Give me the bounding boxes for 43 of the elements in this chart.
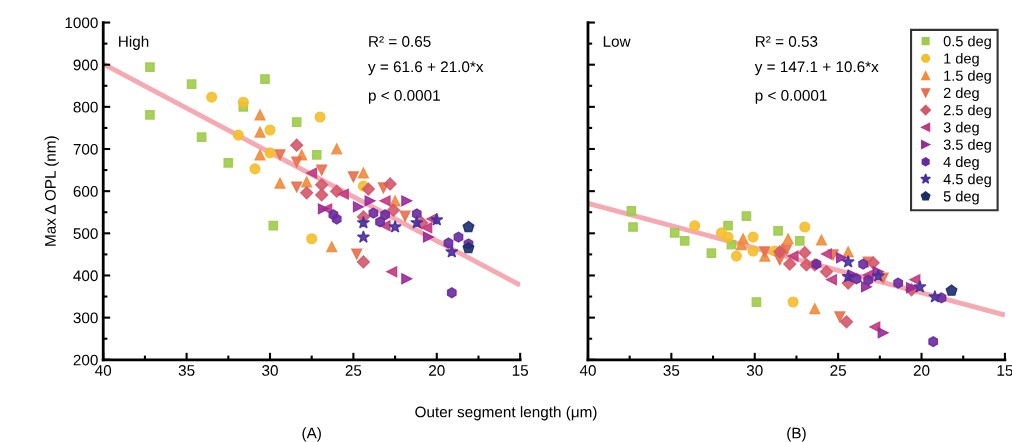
annotation: y = 61.6 + 21.0*x bbox=[368, 61, 484, 76]
legend-label: 3.5 deg bbox=[943, 139, 991, 153]
legend-label: 4.5 deg bbox=[943, 173, 991, 188]
x-tick-label: 25 bbox=[345, 365, 362, 376]
y-tick-label: 900 bbox=[73, 59, 98, 71]
x-tick-label: 30 bbox=[262, 365, 278, 376]
annotation: y = 147.1 + 10.6*x bbox=[754, 61, 879, 76]
annotation: p < 0.0001 bbox=[368, 90, 440, 104]
y-tick-label: 400 bbox=[73, 270, 98, 282]
annotation: p < 0.0001 bbox=[755, 90, 827, 104]
x-tick-label: 35 bbox=[178, 365, 195, 376]
y-tick-label: 300 bbox=[73, 312, 98, 324]
legend-label: 1.5 deg bbox=[944, 70, 991, 84]
x-tick-label: 30 bbox=[746, 365, 763, 376]
y-tick-label: 500 bbox=[73, 228, 98, 240]
x-tick-label: 20 bbox=[913, 365, 930, 376]
x-tick-label: 20 bbox=[429, 365, 445, 376]
legend-label: 4 deg bbox=[943, 156, 979, 170]
annotation: Low bbox=[603, 36, 631, 47]
x-tick-label: 40 bbox=[579, 365, 596, 376]
y-tick-label: 800 bbox=[73, 101, 98, 113]
legend-label: 2.5 deg bbox=[943, 104, 991, 119]
legend-label: 1 deg bbox=[944, 52, 979, 67]
x-tick-label: 35 bbox=[663, 365, 680, 376]
x-tick-label: 15 bbox=[512, 365, 529, 376]
annotation: High bbox=[119, 35, 149, 50]
y-tick-label: 200 bbox=[73, 354, 98, 366]
y-tick-label: 1000 bbox=[65, 17, 98, 29]
legend-label: 0.5 deg bbox=[943, 35, 991, 50]
y-tick-label: 700 bbox=[73, 143, 98, 155]
text: (A) bbox=[302, 427, 321, 442]
text: (B) bbox=[787, 427, 806, 442]
legend-label: 2 deg bbox=[943, 87, 979, 101]
annotation: R² = 0.65 bbox=[369, 36, 431, 47]
y-axis-title: Max Δ OPL (nm) bbox=[44, 136, 59, 246]
y-tick-label: 600 bbox=[73, 186, 98, 197]
legend-label: 3 deg bbox=[943, 121, 979, 136]
legend-label: 5 deg bbox=[943, 190, 979, 205]
annotation: R² = 0.53 bbox=[756, 36, 818, 47]
x-tick-label: 40 bbox=[95, 365, 112, 376]
x-axis-title: Outer segment length (μm) bbox=[415, 406, 597, 421]
x-tick-label: 15 bbox=[997, 365, 1012, 376]
x-tick-label: 25 bbox=[830, 365, 846, 376]
